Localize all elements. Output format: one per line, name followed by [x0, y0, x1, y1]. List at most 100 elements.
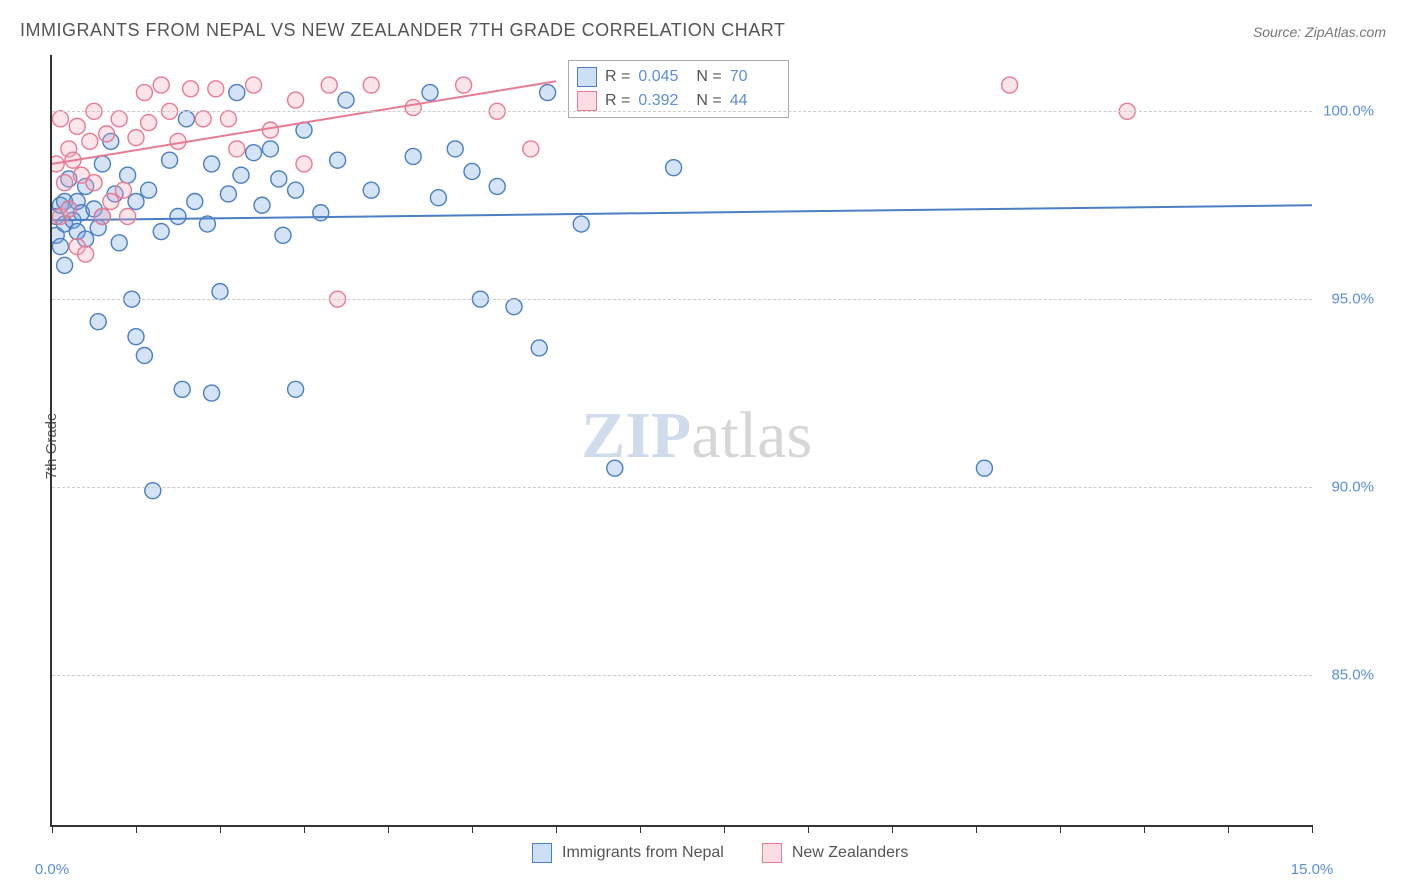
x-tick-label: 0.0%: [35, 861, 69, 878]
gridline: [52, 299, 1312, 300]
stat-R-value: 0.392: [638, 92, 688, 110]
data-point: [288, 381, 304, 397]
data-point: [456, 77, 472, 93]
data-point: [69, 118, 85, 134]
data-point: [170, 209, 186, 225]
legend-swatch: [577, 91, 597, 111]
data-point: [254, 197, 270, 213]
chart-plot-area: ZIPatlas R =0.045N =70R =0.392N =44 Immi…: [50, 55, 1312, 827]
data-point: [573, 216, 589, 232]
data-point: [128, 193, 144, 209]
data-point: [233, 167, 249, 183]
data-point: [540, 85, 556, 101]
x-tick: [640, 825, 641, 833]
data-point: [57, 175, 73, 191]
data-point: [162, 152, 178, 168]
stats-legend-row: R =0.045N =70: [577, 65, 780, 89]
x-tick: [1144, 825, 1145, 833]
gridline: [52, 487, 1312, 488]
data-point: [220, 111, 236, 127]
x-tick: [220, 825, 221, 833]
x-tick: [388, 825, 389, 833]
x-tick: [472, 825, 473, 833]
x-tick: [136, 825, 137, 833]
data-point: [288, 92, 304, 108]
x-tick: [52, 825, 53, 833]
data-point: [128, 130, 144, 146]
data-point: [82, 133, 98, 149]
data-point: [271, 171, 287, 187]
data-point: [229, 141, 245, 157]
data-point: [976, 460, 992, 476]
y-tick-label: 85.0%: [1331, 666, 1374, 683]
data-point: [195, 111, 211, 127]
data-point: [111, 235, 127, 251]
data-point: [246, 77, 262, 93]
data-point: [262, 141, 278, 157]
y-tick-label: 90.0%: [1331, 478, 1374, 495]
data-point: [204, 156, 220, 172]
data-point: [57, 257, 73, 273]
trend-line: [52, 81, 556, 164]
data-point: [52, 239, 68, 255]
x-tick: [1312, 825, 1313, 833]
x-tick: [976, 825, 977, 833]
gridline: [52, 111, 1312, 112]
data-point: [103, 193, 119, 209]
stat-N-label: N =: [696, 68, 721, 86]
data-point: [61, 201, 77, 217]
data-point: [405, 148, 421, 164]
data-point: [338, 92, 354, 108]
legend-swatch: [762, 843, 782, 863]
data-point: [296, 156, 312, 172]
data-point: [313, 205, 329, 221]
data-point: [288, 182, 304, 198]
data-point: [489, 178, 505, 194]
data-point: [99, 126, 115, 142]
legend-label: New Zealanders: [792, 844, 909, 862]
data-point: [52, 111, 68, 127]
data-point: [321, 77, 337, 93]
data-point: [208, 81, 224, 97]
stat-N-value: 44: [730, 92, 780, 110]
data-point: [153, 224, 169, 240]
data-point: [666, 160, 682, 176]
y-tick-label: 100.0%: [1323, 103, 1374, 120]
data-point: [363, 77, 379, 93]
data-point: [136, 347, 152, 363]
data-point: [174, 381, 190, 397]
x-tick: [808, 825, 809, 833]
data-point: [141, 182, 157, 198]
data-point: [363, 182, 379, 198]
data-point: [128, 329, 144, 345]
data-point: [90, 314, 106, 330]
x-tick: [1060, 825, 1061, 833]
data-point: [447, 141, 463, 157]
gridline: [52, 675, 1312, 676]
data-point: [229, 85, 245, 101]
data-point: [262, 122, 278, 138]
legend-swatch: [532, 843, 552, 863]
data-point: [141, 115, 157, 131]
x-tick: [304, 825, 305, 833]
stat-R-label: R =: [605, 92, 630, 110]
data-point: [204, 385, 220, 401]
data-point: [523, 141, 539, 157]
series-legend: Immigrants from Nepal New Zealanders: [532, 843, 936, 863]
data-point: [86, 175, 102, 191]
trend-line: [52, 205, 1312, 220]
data-point: [1002, 77, 1018, 93]
data-point: [430, 190, 446, 206]
source-attribution: Source: ZipAtlas.com: [1253, 24, 1386, 40]
stat-N-value: 70: [730, 68, 780, 86]
data-point: [246, 145, 262, 161]
data-point: [187, 193, 203, 209]
data-point: [120, 167, 136, 183]
chart-title: IMMIGRANTS FROM NEPAL VS NEW ZEALANDER 7…: [20, 20, 785, 41]
stats-legend-box: R =0.045N =70R =0.392N =44: [568, 60, 789, 118]
data-point: [506, 299, 522, 315]
data-point: [115, 182, 131, 198]
legend-label: Immigrants from Nepal: [562, 844, 724, 862]
data-point: [422, 85, 438, 101]
data-point: [212, 284, 228, 300]
